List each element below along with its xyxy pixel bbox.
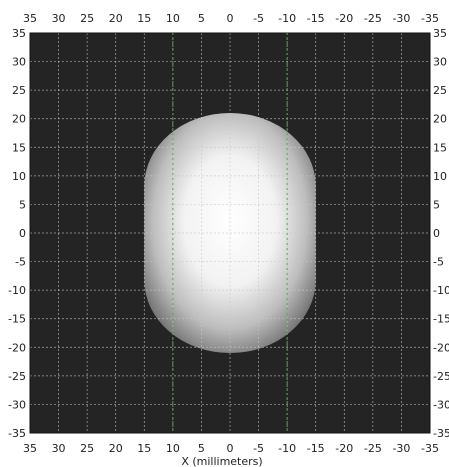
x-axis-title: X (millimeters) xyxy=(181,455,262,467)
y-tick-label-left: -10 xyxy=(8,284,26,297)
y-tick-label-right: 25 xyxy=(433,84,447,97)
y-tick-label-left: 25 xyxy=(12,84,26,97)
x-tick-label-top: 20 xyxy=(109,12,123,25)
y-tick-label-right: 0 xyxy=(433,227,440,240)
y-tick-label-left: 15 xyxy=(12,141,26,154)
y-tick-label-left: -30 xyxy=(8,398,26,411)
x-tick-label-top: -5 xyxy=(253,12,264,25)
y-tick-label-right: 15 xyxy=(433,141,447,154)
y-tick-label-right: 5 xyxy=(433,198,440,211)
x-tick-label-bottom: 30 xyxy=(52,442,66,455)
y-tick-label-right: 20 xyxy=(433,113,447,126)
y-tick-label-right: -35 xyxy=(433,427,449,440)
y-tick-label-left: -20 xyxy=(8,341,26,354)
x-tick-label-bottom: 35 xyxy=(23,442,37,455)
y-tick-label-left: 0 xyxy=(19,227,26,240)
y-tick-label-left: -35 xyxy=(8,427,26,440)
x-tick-label-top: -20 xyxy=(335,12,353,25)
x-tick-label-top: 15 xyxy=(137,12,151,25)
x-tick-label-top: -35 xyxy=(421,12,439,25)
y-tick-label-left: -15 xyxy=(8,313,26,326)
plot-border xyxy=(29,32,431,434)
x-tick-label-bottom: 15 xyxy=(137,442,151,455)
y-tick-label-left: 10 xyxy=(12,170,26,183)
x-tick-label-bottom: -20 xyxy=(335,442,353,455)
x-tick-label-bottom: -15 xyxy=(307,442,325,455)
x-tick-label-bottom: 0 xyxy=(227,442,234,455)
y-tick-label-right: 10 xyxy=(433,170,447,183)
x-tick-label-bottom: 20 xyxy=(109,442,123,455)
y-tick-label-left: -25 xyxy=(8,370,26,383)
y-tick-label-left: 20 xyxy=(12,113,26,126)
x-tick-label-bottom: -25 xyxy=(364,442,382,455)
y-tick-label-right: 30 xyxy=(433,56,447,69)
x-tick-label-top: 5 xyxy=(198,12,205,25)
x-tick-label-top: 30 xyxy=(52,12,66,25)
y-tick-label-right: 35 xyxy=(433,27,447,40)
x-tick-label-bottom: -35 xyxy=(421,442,439,455)
x-tick-label-bottom: 25 xyxy=(80,442,94,455)
x-tick-label-bottom: -10 xyxy=(278,442,296,455)
y-tick-label-left: -5 xyxy=(15,256,26,269)
x-tick-label-top: 10 xyxy=(166,12,180,25)
y-tick-label-right: -30 xyxy=(433,398,449,411)
x-tick-label-top: 35 xyxy=(23,12,37,25)
y-tick-label-right: -20 xyxy=(433,341,449,354)
x-tick-label-bottom: -5 xyxy=(253,442,264,455)
x-tick-label-top: 0 xyxy=(227,12,234,25)
y-tick-label-left: 30 xyxy=(12,56,26,69)
y-tick-label-left: 35 xyxy=(12,27,26,40)
y-tick-label-right: -25 xyxy=(433,370,449,383)
x-tick-label-top: -25 xyxy=(364,12,382,25)
x-tick-label-bottom: -30 xyxy=(392,442,410,455)
y-tick-label-right: -5 xyxy=(433,256,444,269)
y-tick-label-right: -10 xyxy=(433,284,449,297)
x-tick-label-bottom: 10 xyxy=(166,442,180,455)
y-tick-label-right: -15 xyxy=(433,313,449,326)
x-tick-label-top: -10 xyxy=(278,12,296,25)
x-tick-label-top: -15 xyxy=(307,12,325,25)
x-tick-label-top: -30 xyxy=(392,12,410,25)
y-tick-label-left: 5 xyxy=(19,198,26,211)
x-tick-label-top: 25 xyxy=(80,12,94,25)
x-tick-label-bottom: 5 xyxy=(198,442,205,455)
